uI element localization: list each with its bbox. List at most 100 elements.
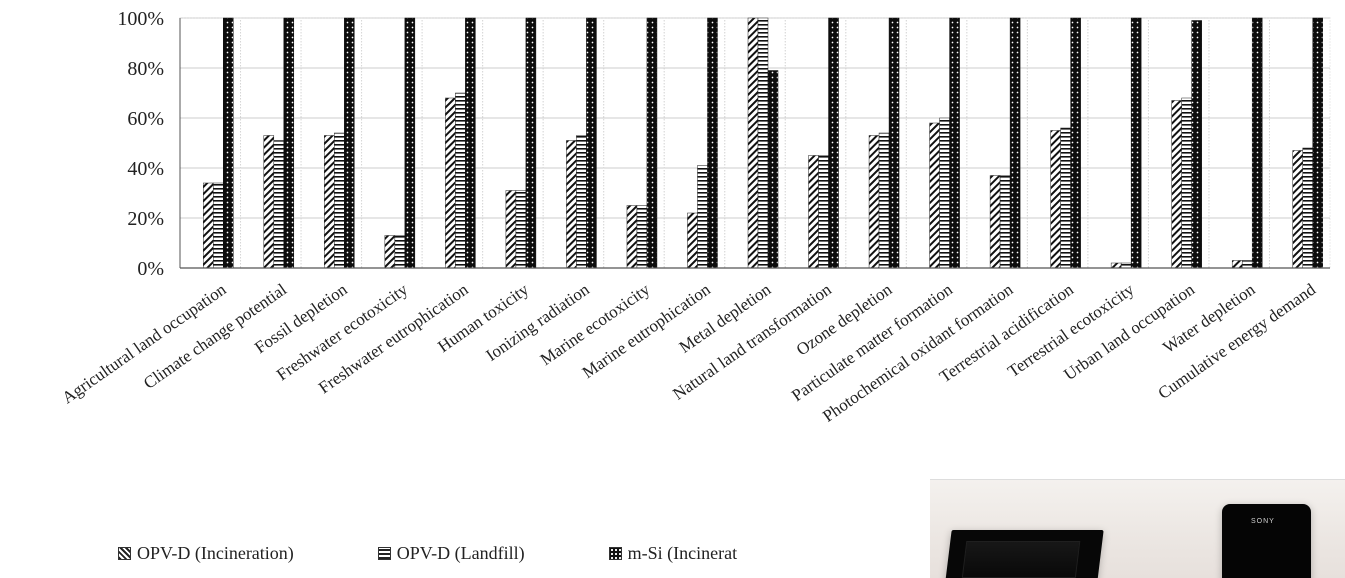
- y-tick-label: 60%: [127, 108, 164, 130]
- bar-1: [445, 97, 456, 269]
- bars-layer: [203, 17, 1323, 269]
- category-band: [482, 17, 544, 269]
- bar-1: [808, 155, 819, 269]
- dotted-dark-swatch-icon: [608, 546, 622, 560]
- bar-2: [576, 135, 587, 269]
- bar-2: [757, 17, 769, 269]
- bar-2: [515, 190, 527, 269]
- laptop-device: [944, 530, 1104, 578]
- bar-2: [334, 132, 345, 269]
- legend-label: OPV-D (Incineration): [137, 542, 294, 563]
- bar-3: [707, 17, 718, 269]
- bar-1: [687, 212, 698, 269]
- diagonal-hatch-swatch-icon: [118, 546, 131, 560]
- category-band: [966, 17, 1028, 269]
- bar-2: [1181, 97, 1192, 269]
- y-tick-label: 20%: [127, 208, 164, 230]
- bar-3: [586, 17, 597, 269]
- legend-item-opv-landfill: OPV-D (Landfill): [377, 542, 525, 564]
- bar-3: [404, 17, 416, 269]
- axis-layer: 0% 20% 40% 60% 80% 100%: [117, 8, 1330, 280]
- legend-item-opv-incineration: OPV-D (Incineration): [118, 543, 294, 564]
- legend-label: m-Si (Incinerat: [627, 542, 738, 563]
- category-band: [421, 17, 484, 269]
- bar-1: [384, 235, 396, 269]
- bar-2: [1060, 127, 1071, 269]
- bar-3: [949, 17, 960, 269]
- y-tick-label: 40%: [127, 158, 164, 180]
- category-band: [1268, 17, 1331, 269]
- bar-1: [566, 140, 577, 269]
- bar-1: [1171, 100, 1182, 269]
- bar-1: [1110, 262, 1122, 269]
- bar-2: [273, 140, 285, 269]
- legend-item-msi-incineration: m-Si (Incinerat: [608, 542, 738, 564]
- bar-2: [818, 155, 829, 269]
- bar-1: [505, 190, 517, 269]
- bar-2: [878, 132, 890, 269]
- category-band: [784, 17, 847, 269]
- device-photo: SONY: [930, 479, 1345, 578]
- category-band: [845, 17, 907, 269]
- category-band: [1087, 17, 1149, 269]
- bar-2: [1302, 147, 1313, 269]
- y-tick-label: 0%: [137, 258, 164, 280]
- bar-1: [626, 205, 638, 269]
- category-band: [1208, 17, 1270, 269]
- bar-3: [1191, 20, 1202, 269]
- bar-3: [283, 17, 295, 269]
- chart-legend: OPV-D (Incineration) OPV-D (Landfill) m-…: [118, 538, 1018, 568]
- category-band: [1147, 17, 1210, 269]
- bar-3: [767, 70, 779, 269]
- bar-3: [828, 17, 839, 269]
- bar-2: [939, 117, 950, 269]
- category-band: [1026, 17, 1089, 269]
- category-band: [361, 17, 423, 269]
- bar-2: [455, 92, 466, 269]
- category-band: [179, 17, 242, 269]
- bar-2: [636, 205, 648, 269]
- bar-1: [203, 182, 214, 269]
- bar-1: [1050, 130, 1061, 269]
- category-band: [603, 17, 665, 269]
- bar-2: [213, 182, 224, 269]
- bar-1: [868, 135, 880, 269]
- bar-2: [1120, 262, 1132, 269]
- bar-3: [1130, 17, 1142, 269]
- category-band: [300, 17, 363, 269]
- phone-brand-label: SONY: [1251, 518, 1275, 525]
- bar-3: [223, 17, 234, 269]
- category-band: [905, 17, 968, 269]
- laptop-screen: [961, 541, 1081, 578]
- phone-device: SONY: [1222, 504, 1311, 578]
- category-band: [542, 17, 605, 269]
- bar-1: [1292, 150, 1303, 269]
- bar-3: [1009, 17, 1021, 269]
- bar-3: [465, 17, 476, 269]
- bar-2: [697, 165, 708, 269]
- horizontal-stripe-swatch-icon: [377, 546, 391, 560]
- category-band: [240, 17, 302, 269]
- bar-1: [263, 135, 275, 269]
- category-band: [663, 17, 726, 269]
- bar-1: [989, 175, 1001, 269]
- bar-2: [999, 175, 1011, 269]
- y-tick-label: 80%: [127, 58, 164, 80]
- bar-3: [344, 17, 355, 269]
- bar-1: [1231, 260, 1243, 269]
- legend-label: OPV-D (Landfill): [396, 542, 525, 563]
- bar-1: [747, 17, 759, 269]
- bar-3: [1312, 17, 1323, 269]
- bar-3: [1251, 17, 1263, 269]
- bar-2: [394, 235, 406, 269]
- bar-1: [324, 135, 335, 269]
- y-tick-label: 100%: [117, 8, 164, 30]
- bar-3: [646, 17, 658, 269]
- bar-3: [525, 17, 537, 269]
- bar-2: [1241, 260, 1253, 269]
- bar-3: [888, 17, 900, 269]
- bar-1: [929, 122, 940, 269]
